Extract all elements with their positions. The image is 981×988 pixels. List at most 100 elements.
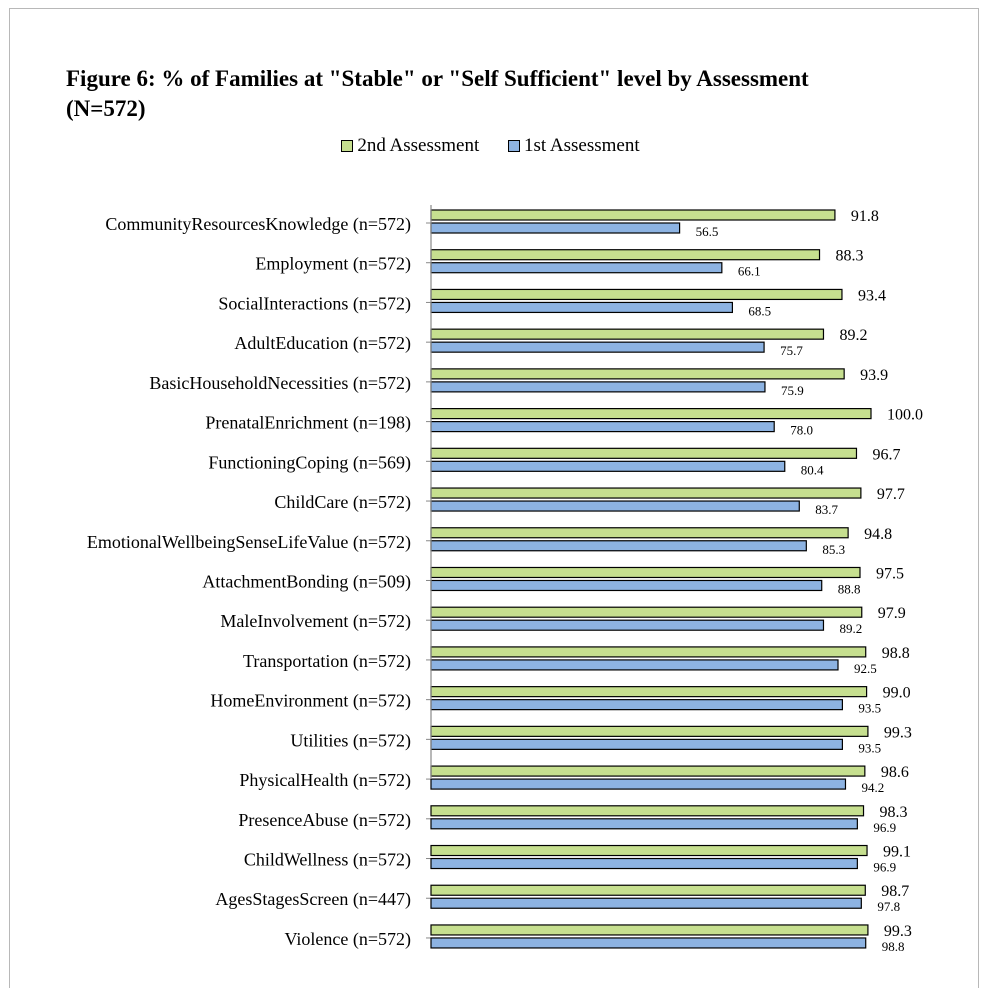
bar-1st-assessment	[430, 222, 681, 234]
data-label-2nd-assessment: 97.7	[877, 486, 905, 503]
legend-label-1st-assessment: 1st Assessment	[524, 135, 640, 156]
data-label-1st-assessment: 93.5	[858, 740, 881, 755]
bar-1st-assessment	[430, 897, 862, 909]
bar-1st-assessment	[430, 421, 775, 433]
bar-1st-assessment	[430, 540, 807, 552]
category-label: AdultEducation (n=572)	[234, 333, 411, 354]
data-label-1st-assessment: 80.4	[801, 462, 824, 477]
bar-2nd-assessment	[430, 765, 866, 777]
category-label: AgesStagesScreen (n=447)	[215, 889, 411, 910]
data-label-1st-assessment: 88.8	[838, 581, 861, 596]
category-label: MaleInvolvement (n=572)	[220, 611, 411, 632]
bar-2nd-assessment	[430, 487, 862, 499]
bar-1st-assessment	[430, 699, 843, 711]
legend-swatch-2nd-assessment	[341, 140, 354, 152]
legend-swatch-1st-assessment	[508, 140, 521, 152]
data-label-2nd-assessment: 98.6	[881, 764, 909, 781]
legend-item-2nd-assessment: 2nd Assessment	[341, 135, 479, 157]
data-label-1st-assessment: 97.8	[877, 899, 900, 914]
bar-1st-assessment	[430, 262, 723, 274]
data-label-2nd-assessment: 97.5	[876, 565, 904, 582]
data-label-1st-assessment: 96.9	[873, 820, 896, 835]
data-label-2nd-assessment: 98.7	[881, 883, 909, 900]
category-label: PresenceAbuse (n=572)	[238, 810, 411, 831]
data-label-1st-assessment: 94.2	[861, 780, 884, 795]
bar-2nd-assessment	[430, 606, 863, 618]
data-label-2nd-assessment: 99.3	[884, 724, 912, 741]
bar-2nd-assessment	[430, 686, 868, 698]
bar-1st-assessment	[430, 937, 867, 949]
data-label-2nd-assessment: 93.4	[858, 287, 886, 304]
bar-1st-assessment	[430, 857, 858, 870]
data-label-2nd-assessment: 99.0	[883, 685, 911, 702]
category-label: FunctioningCoping (n=569)	[208, 452, 411, 473]
bar-1st-assessment	[430, 460, 786, 472]
bar-2nd-assessment	[430, 844, 868, 857]
data-label-2nd-assessment: 100.0	[887, 407, 923, 424]
bar-2nd-assessment	[430, 646, 867, 658]
legend: 2nd Assessment 1st Assessment	[0, 135, 981, 158]
bar-2nd-assessment	[430, 566, 861, 579]
bar-2nd-assessment	[430, 249, 821, 261]
bar-1st-assessment	[430, 738, 843, 750]
data-label-2nd-assessment: 99.3	[884, 923, 912, 940]
category-label: HomeEnvironment (n=572)	[210, 691, 411, 712]
data-label-1st-assessment: 92.5	[854, 661, 877, 676]
category-label: SocialInteractions (n=572)	[218, 293, 411, 314]
category-label: CommunityResourcesKnowledge (n=572)	[105, 214, 411, 235]
bar-1st-assessment	[430, 778, 847, 790]
category-label: EmotionalWellbeingSenseLifeValue (n=572)	[87, 532, 411, 553]
data-label-2nd-assessment: 98.8	[882, 645, 910, 662]
data-label-2nd-assessment: 99.1	[883, 844, 911, 861]
bar-2nd-assessment	[430, 408, 872, 420]
category-label: Transportation (n=572)	[243, 651, 411, 672]
bar-2nd-assessment	[430, 527, 849, 539]
data-label-1st-assessment: 96.9	[873, 860, 896, 875]
data-label-2nd-assessment: 94.8	[864, 526, 892, 543]
data-label-1st-assessment: 89.2	[839, 621, 862, 636]
bar-2nd-assessment	[430, 805, 865, 817]
data-label-1st-assessment: 83.7	[815, 502, 838, 517]
data-label-2nd-assessment: 96.7	[872, 446, 900, 463]
bar-1st-assessment	[430, 579, 823, 592]
bar-2nd-assessment	[430, 368, 845, 380]
bar-1st-assessment	[430, 659, 839, 671]
category-label: PhysicalHealth (n=572)	[239, 770, 411, 791]
data-label-1st-assessment: 93.5	[858, 701, 881, 716]
chart-title: Figure 6: % of Families at "Stable" or "…	[66, 66, 809, 121]
data-label-1st-assessment: 98.8	[882, 939, 905, 954]
bar-1st-assessment	[430, 818, 858, 830]
bar-1st-assessment	[430, 381, 766, 393]
data-label-1st-assessment: 78.0	[790, 423, 813, 438]
bar-1st-assessment	[430, 301, 733, 314]
category-label: Employment (n=572)	[255, 254, 411, 275]
category-label: BasicHouseholdNecessities (n=572)	[149, 373, 411, 394]
data-label-1st-assessment: 85.3	[822, 542, 845, 557]
data-label-1st-assessment: 75.9	[781, 383, 804, 398]
category-label: ChildCare (n=572)	[274, 492, 411, 513]
data-label-2nd-assessment: 89.2	[839, 327, 867, 344]
bar-2nd-assessment	[430, 288, 843, 301]
bar-2nd-assessment	[430, 924, 869, 936]
bar-2nd-assessment	[430, 884, 866, 896]
data-label-1st-assessment: 56.5	[696, 224, 719, 239]
category-label: PrenatalEnrichment (n=198)	[205, 413, 411, 434]
legend-label-2nd-assessment: 2nd Assessment	[357, 135, 480, 156]
bar-1st-assessment	[430, 500, 800, 512]
bar-2nd-assessment	[430, 209, 836, 221]
data-label-1st-assessment: 68.5	[748, 303, 771, 318]
category-label: Violence (n=572)	[284, 929, 411, 950]
category-label: Utilities (n=572)	[290, 730, 411, 751]
category-label: ChildWellness (n=572)	[244, 850, 411, 871]
data-label-1st-assessment: 66.1	[738, 264, 761, 279]
bar-1st-assessment	[430, 341, 765, 353]
data-label-1st-assessment: 75.7	[780, 343, 803, 358]
chart-frame	[9, 8, 979, 988]
bar-1st-assessment	[430, 619, 825, 631]
category-label: AttachmentBonding (n=509)	[202, 571, 411, 592]
data-label-2nd-assessment: 97.9	[878, 605, 906, 622]
bar-2nd-assessment	[430, 725, 869, 737]
data-label-2nd-assessment: 88.3	[836, 248, 864, 265]
data-label-2nd-assessment: 98.3	[880, 804, 908, 821]
